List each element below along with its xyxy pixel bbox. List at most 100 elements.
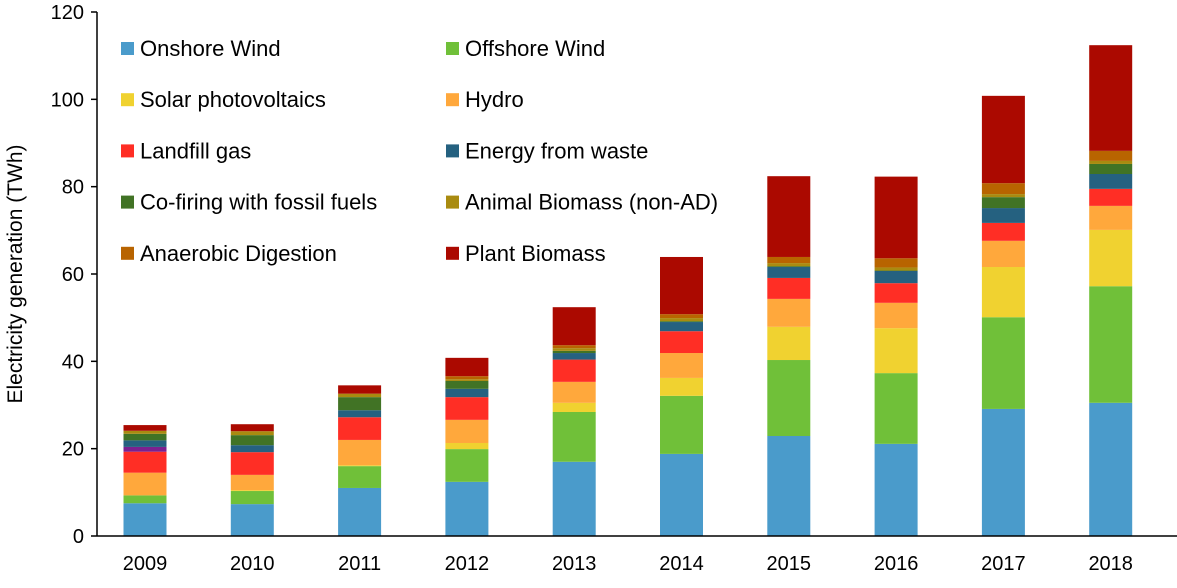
bar-segment-2009-energy-from-waste	[124, 440, 167, 447]
bar-segment-2012-energy-from-waste	[445, 389, 488, 397]
bar-segment-2014-animal-biomass-non-ad-	[660, 318, 703, 321]
legend-label: Animal Biomass (non-AD)	[465, 190, 718, 215]
bar-segment-2014-offshore-wind	[660, 396, 703, 454]
bar-segment-2013-onshore-wind	[553, 462, 596, 536]
bar-segment-2013-co-firing-with-fossil-fuels	[553, 351, 596, 353]
bar-segment-2011-animal-biomass-non-ad-	[338, 394, 381, 397]
bar-segment-2015-co-firing-with-fossil-fuels	[767, 266, 810, 267]
legend-label: Anaerobic Digestion	[140, 241, 337, 266]
bar-segment-2011-offshore-wind	[338, 466, 381, 488]
y-tick-label: 0	[73, 526, 84, 548]
y-tick-label: 120	[51, 2, 84, 24]
bar-segment-2018-anaerobic-digestion	[1089, 151, 1132, 161]
bar-segment-2013-plant-biomass	[553, 307, 596, 345]
bar-segment-2009-onshore-wind	[124, 503, 167, 536]
bar-segment-2012-solar-photovoltaics	[445, 443, 488, 449]
bar-segment-2015-energy-from-waste	[767, 267, 810, 278]
legend-label: Co-firing with fossil fuels	[140, 190, 377, 215]
legend-swatch	[121, 196, 134, 209]
legend-swatch	[121, 144, 134, 157]
bar-segment-2012-hydro	[445, 420, 488, 443]
x-tick-label: 2013	[552, 553, 597, 575]
bar-segment-2014-anaerobic-digestion	[660, 314, 703, 318]
x-tick-label: 2016	[874, 553, 919, 575]
bar-segment-2010-solar-photovoltaics	[231, 490, 274, 491]
bar-segment-2013-offshore-wind	[553, 412, 596, 462]
bar-segment-2009-plant-biomass	[124, 425, 167, 431]
bar-segment-2016-plant-biomass	[875, 177, 918, 259]
bar-segment-2011-plant-biomass	[338, 385, 381, 393]
bar-segment-2012-onshore-wind	[445, 482, 488, 536]
legend-swatch	[446, 42, 459, 55]
bar-segment-2015-animal-biomass-non-ad-	[767, 263, 810, 266]
bar-segment-2010-hydro	[231, 475, 274, 490]
bar-segment-2010-energy-from-waste	[231, 445, 274, 452]
x-tick-label: 2015	[767, 553, 812, 575]
x-tick-label: 2017	[981, 553, 1026, 575]
legend-swatch	[121, 42, 134, 55]
x-tick-label: 2018	[1088, 553, 1133, 575]
bar-segment-2016-onshore-wind	[875, 444, 918, 536]
bar-segment-2017-energy-from-waste	[982, 208, 1025, 223]
bar-segment-2016-animal-biomass-non-ad-	[875, 267, 918, 270]
y-tick-label: 20	[62, 439, 84, 461]
bar-segment-2018-animal-biomass-non-ad-	[1089, 161, 1132, 164]
bar-segment-2010-animal-biomass-non-ad-	[231, 431, 274, 435]
bar-segment-2017-plant-biomass	[982, 96, 1025, 183]
bar-segment-2013-anaerobic-digestion	[553, 345, 596, 348]
bar-segment-2017-anaerobic-digestion	[982, 183, 1025, 194]
legend-label: Landfill gas	[140, 138, 251, 163]
bar-segment-2011-solar-photovoltaics	[338, 465, 381, 466]
legend-label: Offshore Wind	[465, 36, 605, 61]
bar-segment-2016-solar-photovoltaics	[875, 328, 918, 373]
bar-segment-2018-onshore-wind	[1089, 403, 1132, 536]
bar-segment-2017-solar-photovoltaics	[982, 267, 1025, 317]
bar-segment-2018-solar-photovoltaics	[1089, 230, 1132, 286]
bar-segment-2018-hydro	[1089, 206, 1132, 230]
bars	[124, 45, 1133, 536]
bar-segment-2009-offshore-wind	[124, 495, 167, 503]
bar-segment-2012-anaerobic-digestion	[445, 376, 488, 379]
bar-segment-2014-hydro	[660, 353, 703, 378]
bar-segment-2014-plant-biomass	[660, 257, 703, 314]
bar-segment-2016-anaerobic-digestion	[875, 258, 918, 267]
legend-swatch	[446, 93, 459, 106]
bar-segment-2011-onshore-wind	[338, 488, 381, 536]
bar-segment-2017-landfill-gas	[982, 223, 1025, 241]
bar-segment-2012-offshore-wind	[445, 449, 488, 482]
legend-swatch	[121, 247, 134, 260]
bar-segment-2012-co-firing-with-fossil-fuels	[445, 381, 488, 389]
bar-segment-2015-anaerobic-digestion	[767, 257, 810, 263]
y-tick-label: 40	[62, 351, 84, 373]
y-axis-label: Electricity generation (TWh)	[4, 144, 27, 403]
x-tick-label: 2014	[659, 553, 704, 575]
bar-segment-2013-energy-from-waste	[553, 353, 596, 360]
bar-segment-2011-hydro	[338, 440, 381, 465]
y-tick-label: 100	[51, 89, 84, 111]
bar-segment-2009-landfill-gas	[124, 452, 167, 473]
legend-swatch	[121, 93, 134, 106]
bar-segment-2012-landfill-gas	[445, 397, 488, 420]
x-tick-label: 2012	[445, 553, 490, 575]
bar-segment-2013-hydro	[553, 382, 596, 403]
bar-segment-2016-offshore-wind	[875, 373, 918, 444]
x-tick-label: 2009	[123, 553, 168, 575]
bar-segment-2012-plant-biomass	[445, 358, 488, 376]
legend-swatch	[446, 247, 459, 260]
bar-segment-2015-onshore-wind	[767, 436, 810, 536]
bar-segment-2015-solar-photovoltaics	[767, 327, 810, 360]
bar-segment-2014-landfill-gas	[660, 331, 703, 353]
legend-label: Plant Biomass	[465, 241, 606, 266]
bar-segment-2016-landfill-gas	[875, 283, 918, 303]
bar-segment-2018-plant-biomass	[1089, 45, 1132, 151]
bar-segment-2018-landfill-gas	[1089, 189, 1132, 206]
bar-segment-2017-co-firing-with-fossil-fuels	[982, 197, 1025, 208]
bar-segment-2015-offshore-wind	[767, 360, 810, 436]
bar-segment-2015-hydro	[767, 299, 810, 327]
bar-segment-2011-co-firing-with-fossil-fuels	[338, 397, 381, 410]
bar-segment-2010-landfill-gas	[231, 452, 274, 475]
bar-segment-2014-onshore-wind	[660, 454, 703, 536]
